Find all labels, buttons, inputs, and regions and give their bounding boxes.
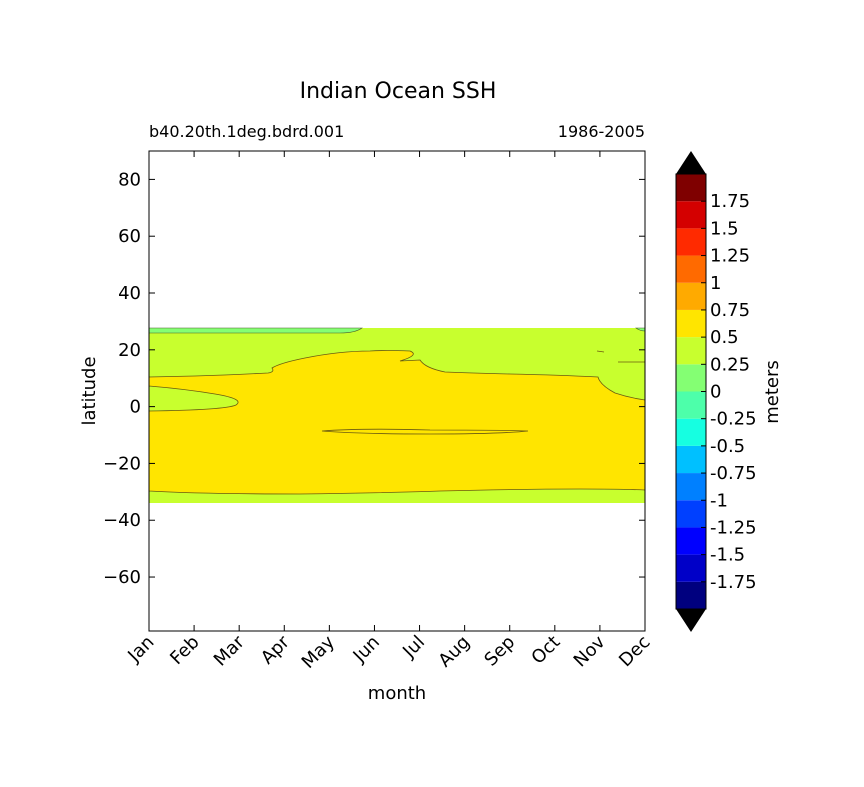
contour-fill [148,327,646,503]
x-tick-label: Jul [398,632,429,663]
colorbar-tick-label: 1.75 [710,191,750,212]
y-tick-label: 60 [118,226,141,247]
colorbar-segment [676,554,706,582]
x-tick-label: May [298,631,339,672]
colorbar-segment [676,255,706,283]
plot-frame [148,150,646,632]
colorbar-segment [676,174,706,202]
x-tick-label: Feb [166,632,203,669]
colorbar-tick-label: 0.25 [710,354,750,375]
region-inner-lens [321,428,529,435]
subtitle-left: b40.20th.1deg.bdrd.001 [149,122,344,141]
colorbar-tick-label: -1.5 [710,545,745,566]
region-north-strip [148,327,363,334]
region-east-dot [596,350,605,353]
colorbar: -1.75 -1.5 -1.25 -1 -0.75 -0.5 -0.25 0 0.25 0.5 0.… [675,151,757,632]
x-tick-label: Mar [210,631,249,670]
colorbar-segment [676,527,706,555]
colorbar-tick-label: 0.5 [710,327,739,348]
colorbar-segment [676,418,706,446]
x-tick-label: Aug [434,632,474,672]
y-tick-label: −20 [103,453,141,474]
subtitle-right: 1986-2005 [558,122,645,141]
colorbar-segment [676,337,706,365]
colorbar-segment [676,201,706,229]
x-tick-label: Sep [480,632,519,671]
colorbar-tick-label: 1 [710,273,721,294]
colorbar-tick-label: -0.5 [710,436,745,457]
x-tick-label: Dec [615,632,654,671]
colorbar-tick-label: 0 [710,382,721,403]
colorbar-segment [676,364,706,392]
colorbar-segment [676,309,706,338]
colorbar-tick-label: -0.25 [710,409,757,430]
chart-title: Indian Ocean SSH [300,79,497,104]
plot-area: 80 60 40 20 0 −20 −40 −60 Jan Feb Mar Apr May Jun Jul… [103,150,655,673]
colorbar-segment [676,500,706,528]
x-tick-label: Jan [123,632,158,667]
colorbar-segment [676,445,706,474]
y-tick-label: 80 [118,169,141,190]
colorbar-segment [676,581,706,609]
x-tick-label: Nov [570,631,610,671]
x-tick-label: Oct [527,632,564,669]
colorbar-tick-label: 1.25 [710,246,750,267]
colorbar-under-arrow [676,609,706,632]
x-tick-label: Apr [257,631,294,668]
y-axis: 80 60 40 20 0 −20 −40 −60 [103,169,645,588]
colorbar-over-arrow [676,151,706,174]
y-tick-label: 40 [118,283,141,304]
colorbar-segment [676,473,706,501]
colorbar-tick-label: -1.75 [710,572,757,593]
y-tick-label: −60 [103,567,141,588]
colorbar-tick-label: -1 [710,490,728,511]
y-tick-label: 20 [118,340,141,361]
colorbar-tick-label: 1.5 [710,218,739,239]
x-tick-label: Jun [349,632,384,667]
colorbar-label: meters [762,360,783,424]
colorbar-segment [676,391,706,419]
colorbar-segment [676,282,706,310]
x-axis-label: month [368,683,426,704]
y-tick-label: 0 [130,397,141,418]
colorbar-tick-label: -1.25 [710,517,757,538]
colorbar-tick-label: 0.75 [710,300,750,321]
y-axis-label: latitude [79,356,100,425]
colorbar-segment [676,228,706,256]
y-tick-label: −40 [103,510,141,531]
colorbar-tick-label: -0.75 [710,463,757,484]
